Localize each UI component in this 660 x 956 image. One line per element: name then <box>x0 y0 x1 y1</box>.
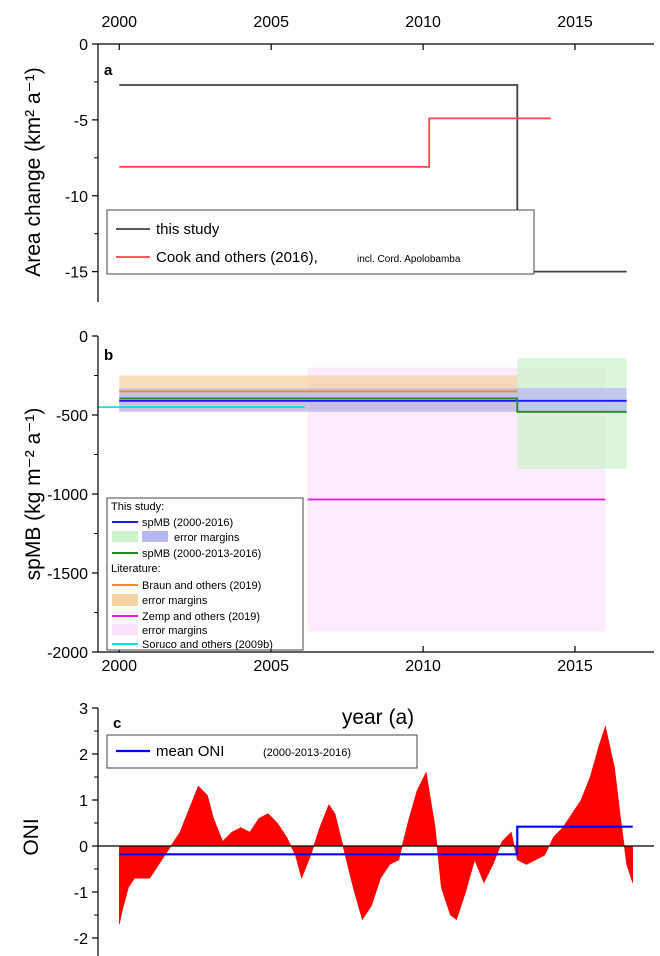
legend-header-this-study: This study: <box>111 501 164 513</box>
panel-b-legend: This study: spMB (2000-2016) error margi… <box>106 497 304 651</box>
panel-b-y-tick-label-3: -1500 <box>47 566 88 583</box>
legend-note-cook: incl. Cord. Apolobamba <box>357 254 461 265</box>
legend-label-braun: Braun and others (2019) <box>142 580 261 592</box>
panel-a-y-label: Area change (km² a⁻¹) <box>22 67 45 277</box>
panel-b-x-tick-label-2: 2010 <box>405 658 441 675</box>
panel-a: 0 -5 -10 -15 2000 2005 2010 2015 a Area change… <box>22 14 654 302</box>
panel-a-x-tick-label-1: 2005 <box>253 14 289 31</box>
panel-a-x-tick-label-0: 2000 <box>101 14 137 31</box>
legend-label-mean-oni: mean ONI <box>156 743 224 760</box>
panel-c-y-tick-label-1: 2 <box>79 747 88 764</box>
panel-b-x-tick-label-3: 2015 <box>557 658 593 675</box>
panel-b-x-tick-label-1: 2005 <box>253 658 289 675</box>
panel-a-y-tick-label-2: -10 <box>65 189 88 206</box>
panel-c-mean-oni-line-0 <box>119 825 633 856</box>
panel-b-y-tick-label-0: 0 <box>79 329 88 346</box>
panel-b-y-tick-label-4: -2000 <box>47 645 88 662</box>
panel-a-series-line-0 <box>119 84 627 273</box>
panel-b-series-line-1 <box>119 397 627 413</box>
panel-a-y-tick-label-1: -5 <box>74 113 88 130</box>
legend-label-soruco: Soruco and others (2009b) <box>142 639 273 651</box>
panel-b-y-label: spMB (kg m⁻² a⁻¹) <box>22 408 45 581</box>
panel-a-letter: a <box>104 62 113 79</box>
panel-c-y-tick-label-4: -1 <box>74 885 88 902</box>
panel-c-y-tick-label-5: -2 <box>74 931 88 948</box>
panel-b-error-band-1 <box>517 358 627 469</box>
panel-b-letter: b <box>104 347 113 364</box>
legend-swatch-blue-error <box>142 531 168 542</box>
panel-a-legend: this study Cook and others (2016), incl.… <box>106 209 535 275</box>
legend-header-literature: Literature: <box>111 563 161 575</box>
legend-label-braun-error: error margins <box>142 595 208 607</box>
panel-b-x-label: year (a) <box>342 706 414 729</box>
panel-c-y-tick-label-0: 3 <box>79 701 88 718</box>
panel-b-legend-box <box>106 497 304 651</box>
panel-a-legend-box <box>106 209 535 275</box>
legend-label-spmb-2000-2016: spMB (2000-2016) <box>142 517 233 529</box>
panel-b-y-tick-label-2: -1000 <box>47 487 88 504</box>
panel-a-x-tick-label-3: 2015 <box>557 14 593 31</box>
panel-a-series-line-1 <box>119 117 551 168</box>
panel-c-legend-box <box>106 734 418 769</box>
panel-a-y-tick-label-3: -15 <box>65 265 88 282</box>
panel-c-y-tick-label-2: 1 <box>79 793 88 810</box>
panel-c-y-tick-label-3: 0 <box>79 839 88 856</box>
legend-label-zemp-error: error margins <box>142 625 208 637</box>
legend-label-spmb-2000-2013-2016: spMB (2000-2013-2016) <box>142 548 261 560</box>
panel-b: 0-500-1000-1500-2000 2000 2005 2010 2015 b … <box>22 329 654 729</box>
legend-swatch-zemp-error <box>112 624 138 635</box>
panel-c-letter: c <box>113 715 121 732</box>
legend-label-this-study: this study <box>156 221 220 238</box>
legend-swatch-braun-error <box>112 594 138 606</box>
panel-a-x-tick-label-2: 2010 <box>405 14 441 31</box>
panel-c-legend: mean ONI (2000-2013-2016) <box>106 734 418 769</box>
panel-a-y-tick-label-0: 0 <box>79 37 88 54</box>
legend-note-mean-oni: (2000-2013-2016) <box>263 747 351 759</box>
panel-c-y-label: ONI <box>20 818 43 855</box>
panel-c-oni-area <box>119 725 633 925</box>
legend-label-zemp: Zemp and others (2019) <box>142 611 260 623</box>
legend-swatch-green-error <box>112 531 138 542</box>
panel-b-y-tick-label-1: -500 <box>56 408 88 425</box>
legend-label-this-study-error: error margins <box>174 532 240 544</box>
legend-label-cook: Cook and others (2016), <box>156 249 318 266</box>
panel-c: 3 2 1 0 -1 -2 c ONI mean ONI (2000-2013-2016) <box>20 701 654 956</box>
panel-b-x-tick-label-0: 2000 <box>101 658 137 675</box>
